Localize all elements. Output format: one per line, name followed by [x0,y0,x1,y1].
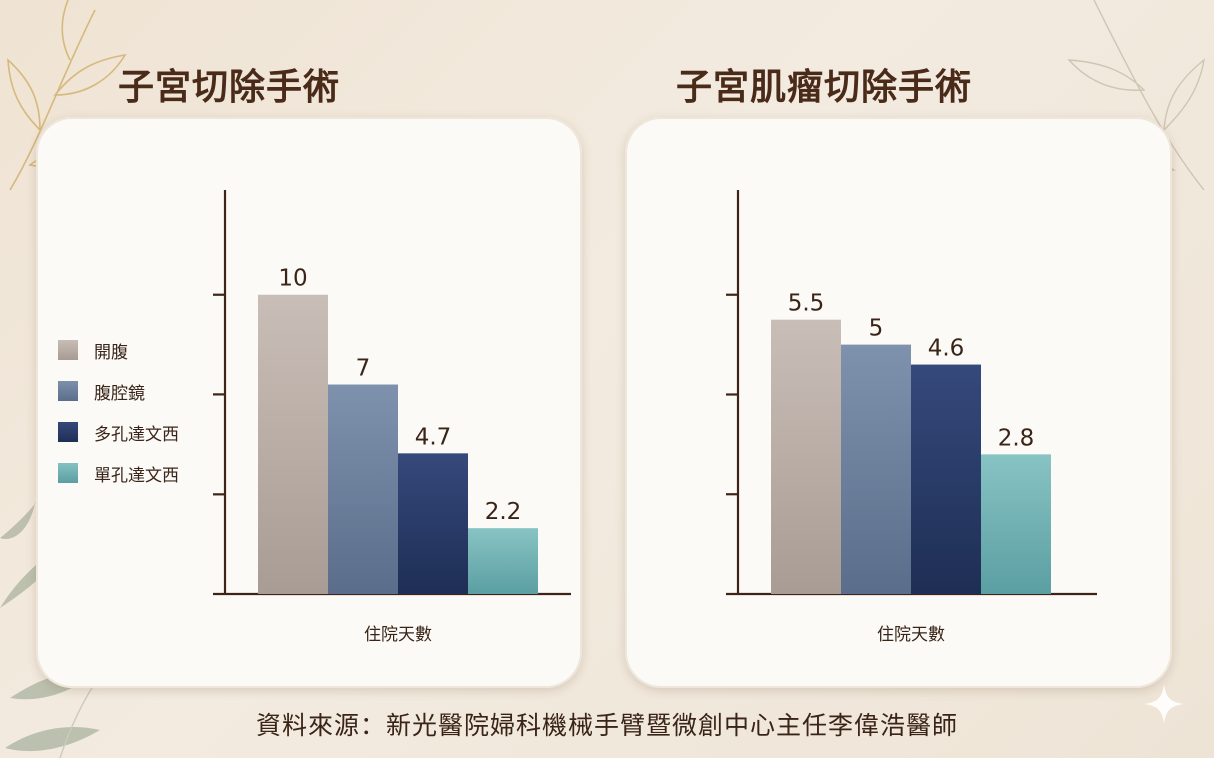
bar-chart-hysterectomy: 10 7 4.7 2.2 住院天數 [213,190,571,645]
bar-2 [328,384,398,594]
bar-value-label: 5.5 [788,291,825,317]
bar-1 [258,294,328,594]
x-axis-label: 住院天數 [877,625,945,645]
x-axis-label: 住院天數 [364,625,432,645]
bar-value-label: 4.6 [928,336,965,362]
bar-value-label: 2.2 [485,499,522,525]
bar-value-label: 4.7 [415,424,452,450]
source-footer: 資料來源：新光醫院婦科機械手臂暨微創中心主任李偉浩醫師 [255,711,958,740]
legend-item: 開腹 [58,338,179,363]
bar-2 [841,344,911,594]
legend-swatch [58,422,78,442]
legend-label: 單孔達文西 [94,465,179,486]
legend-swatch [58,463,78,483]
legend-label: 腹腔鏡 [94,383,145,404]
bar-value-label: 5 [869,316,884,342]
chart-title-myomectomy: 子宮肌瘤切除手術 [676,67,973,108]
bar-3 [398,453,468,594]
bar-1 [771,319,841,594]
bar-chart-myomectomy: 5.5 5 4.6 2.8 住院天數 [726,190,1097,645]
bar-4 [981,454,1051,594]
legend-swatch [58,381,78,401]
chart-card-hysterectomy: 10 7 4.7 2.2 住院天數 開腹 腹腔鏡 多孔達文西 單孔達文西 [36,117,582,688]
chart-card-myomectomy: 5.5 5 4.6 2.8 住院天數 [625,117,1172,688]
bar-value-label: 10 [278,266,307,292]
bar-value-label: 2.8 [998,425,1035,451]
legend-item: 多孔達文西 [58,420,179,445]
legend-label: 多孔達文西 [94,424,179,445]
legend-item: 單孔達文西 [58,461,179,486]
bar-value-label: 7 [356,356,371,382]
legend-item: 腹腔鏡 [58,379,179,404]
legend-label: 開腹 [94,342,128,363]
bar-3 [911,364,981,594]
bar-4 [468,528,538,594]
legend: 開腹 腹腔鏡 多孔達文西 單孔達文西 [58,338,179,502]
chart-title-hysterectomy: 子宮切除手術 [118,67,341,108]
legend-swatch [58,340,78,360]
